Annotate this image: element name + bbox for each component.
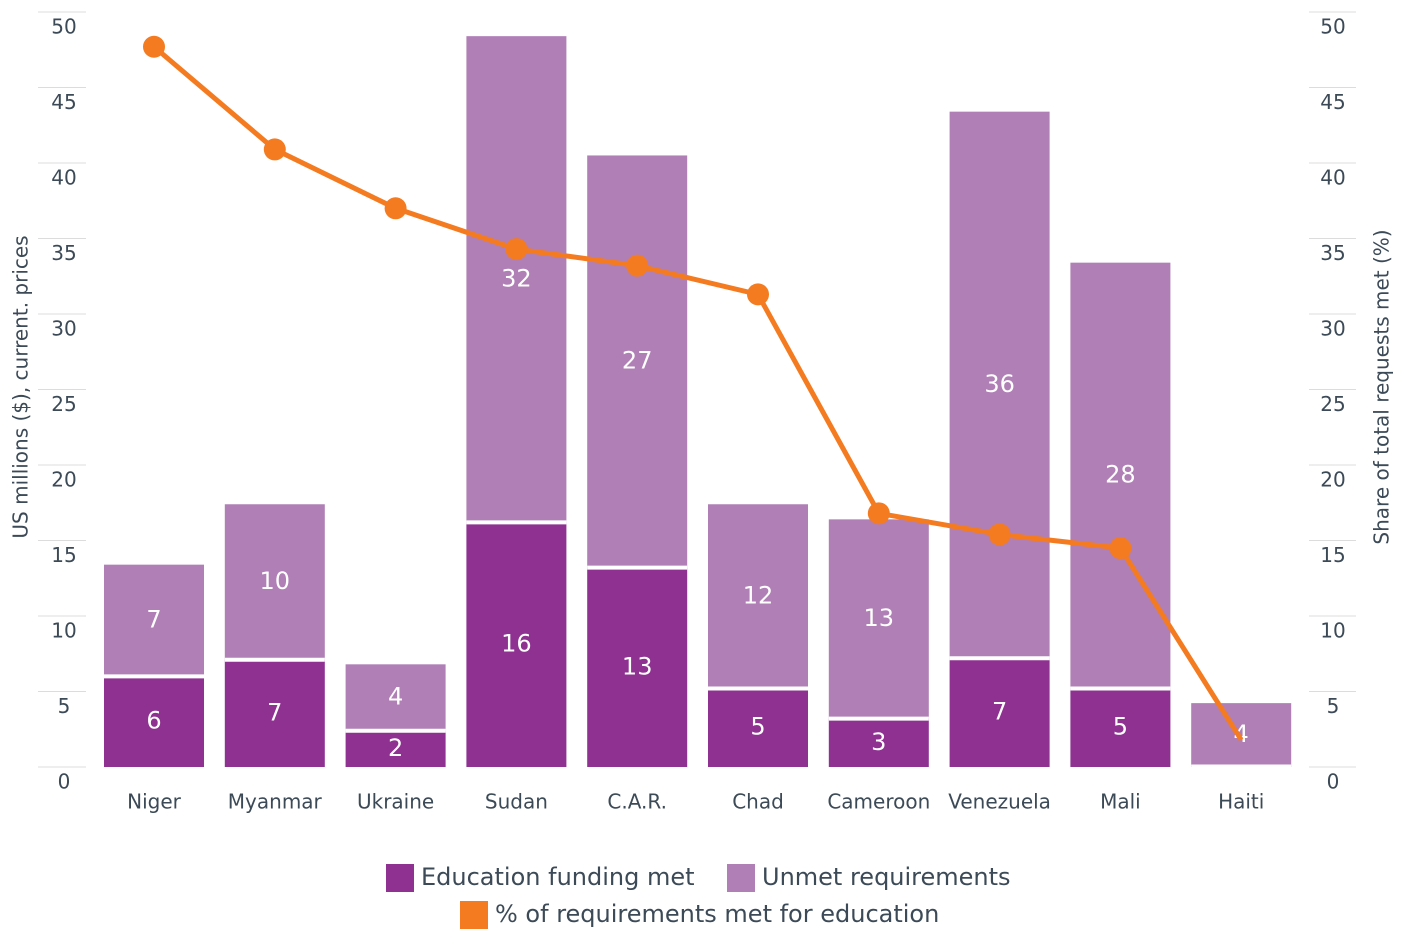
y2-tick-label: 25 xyxy=(1320,392,1345,416)
value-label: 7 xyxy=(267,698,282,726)
value-label: 27 xyxy=(622,347,653,375)
x-tick-label: C.A.R. xyxy=(607,790,667,814)
line-marker xyxy=(263,138,286,161)
y2-tick-label: 15 xyxy=(1320,543,1345,567)
y2-axis-title: Share of total requests met (%) xyxy=(1370,229,1394,544)
value-label: 10 xyxy=(260,567,291,595)
bar xyxy=(949,658,1050,767)
legend-label: Unmet requirements xyxy=(762,863,1011,891)
y-tick-label: 40 xyxy=(51,166,76,190)
bar xyxy=(708,504,808,689)
value-label: 32 xyxy=(501,264,532,292)
y2-tick-label: 50 xyxy=(1320,15,1345,39)
x-tick-label: Myanmar xyxy=(228,790,323,814)
bar xyxy=(1070,688,1171,767)
bar xyxy=(1070,262,1171,689)
legend-swatch xyxy=(386,864,414,892)
line-marker xyxy=(626,254,649,277)
value-label: 2 xyxy=(388,734,403,762)
y-tick-label: 20 xyxy=(51,468,76,492)
bar xyxy=(224,659,325,767)
value-label: 3 xyxy=(871,728,886,756)
legend-label: % of requirements met for education xyxy=(495,900,939,928)
y-tick-label: 5 xyxy=(58,694,71,718)
y-tick-label: 35 xyxy=(51,241,76,265)
line-marker xyxy=(1109,537,1132,560)
bar xyxy=(224,504,325,660)
y-tick-label: 25 xyxy=(51,392,76,416)
bar xyxy=(466,522,567,767)
bar xyxy=(828,718,929,767)
y-tick-label: 30 xyxy=(51,317,76,341)
y2-tick-label: 30 xyxy=(1320,317,1345,341)
value-label: 12 xyxy=(743,581,774,609)
line-marker xyxy=(505,238,528,261)
bar xyxy=(1191,703,1292,767)
value-label: 28 xyxy=(1105,461,1136,489)
y-tick-label: 15 xyxy=(51,543,76,567)
bar xyxy=(587,155,688,568)
line-marker xyxy=(747,283,769,306)
x-tick-label: Ukraine xyxy=(357,790,434,814)
line-marker xyxy=(384,197,407,220)
bar xyxy=(949,111,1050,659)
bar xyxy=(587,567,688,767)
value-label: 13 xyxy=(864,604,895,632)
y2-tick-label: 5 xyxy=(1327,694,1340,718)
x-tick-label: Sudan xyxy=(485,790,548,814)
line-marker xyxy=(988,523,1011,546)
y-tick-label: 10 xyxy=(51,619,76,643)
value-label: 5 xyxy=(750,713,765,741)
legend-label: Education funding met xyxy=(421,863,695,891)
y-tick-label: 50 xyxy=(51,15,76,39)
y-tick-label: 45 xyxy=(51,90,76,114)
legend-swatch xyxy=(460,901,488,929)
value-label: 13 xyxy=(622,652,653,680)
value-label: 16 xyxy=(501,630,532,658)
value-label: 7 xyxy=(992,698,1007,726)
y2-tick-label: 45 xyxy=(1320,90,1345,114)
line xyxy=(152,44,1244,742)
value-label: 4 xyxy=(388,683,403,711)
y2-tick-label: 0 xyxy=(1327,770,1340,794)
bar xyxy=(104,564,204,677)
value-label: 36 xyxy=(984,370,1015,398)
y2-tick-label: 40 xyxy=(1320,166,1345,190)
legend-swatch xyxy=(727,864,755,892)
bar xyxy=(345,730,446,767)
line-marker xyxy=(143,35,165,58)
x-tick-label: Venezuela xyxy=(948,790,1051,814)
value-label: 5 xyxy=(1113,713,1128,741)
bar xyxy=(708,688,808,767)
bar xyxy=(828,519,929,719)
value-label: 4 xyxy=(1234,720,1249,748)
line-marker xyxy=(867,502,890,525)
y2-tick-label: 10 xyxy=(1320,619,1345,643)
y2-tick-label: 20 xyxy=(1320,468,1345,492)
x-tick-label: Mali xyxy=(1100,790,1141,814)
value-label: 7 xyxy=(146,606,161,634)
bar xyxy=(345,664,446,731)
x-tick-label: Haiti xyxy=(1218,790,1264,814)
bar xyxy=(104,676,204,767)
x-tick-label: Niger xyxy=(127,790,182,814)
y2-tick-label: 35 xyxy=(1320,241,1345,265)
x-tick-label: Chad xyxy=(732,790,784,814)
bar xyxy=(466,36,567,523)
y-tick-label: 0 xyxy=(58,770,71,794)
y-axis-title: US millions ($), current. prices xyxy=(9,235,33,538)
x-tick-label: Cameroon xyxy=(827,790,930,814)
value-label: 6 xyxy=(146,707,161,735)
